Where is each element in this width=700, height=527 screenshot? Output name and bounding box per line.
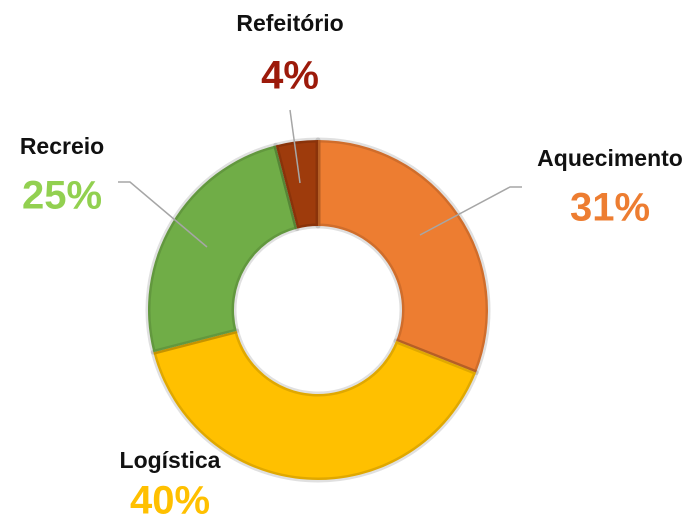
leader-lines <box>118 109 522 248</box>
category-label: Refeitório <box>236 10 343 36</box>
value-label: 25% <box>22 174 102 218</box>
leader-line <box>289 109 301 184</box>
slice <box>273 137 321 232</box>
value-label: 31% <box>570 186 650 230</box>
category-label: Aquecimento <box>537 145 683 171</box>
slice <box>145 142 300 355</box>
leader-line <box>419 186 522 236</box>
leader-line <box>118 181 208 248</box>
slice <box>150 328 479 483</box>
category-label: Logística <box>120 447 221 473</box>
slices <box>145 137 491 483</box>
value-label: 4% <box>261 54 319 98</box>
slice <box>315 137 491 376</box>
category-label: Recreio <box>20 133 104 159</box>
value-label: 40% <box>130 479 210 523</box>
